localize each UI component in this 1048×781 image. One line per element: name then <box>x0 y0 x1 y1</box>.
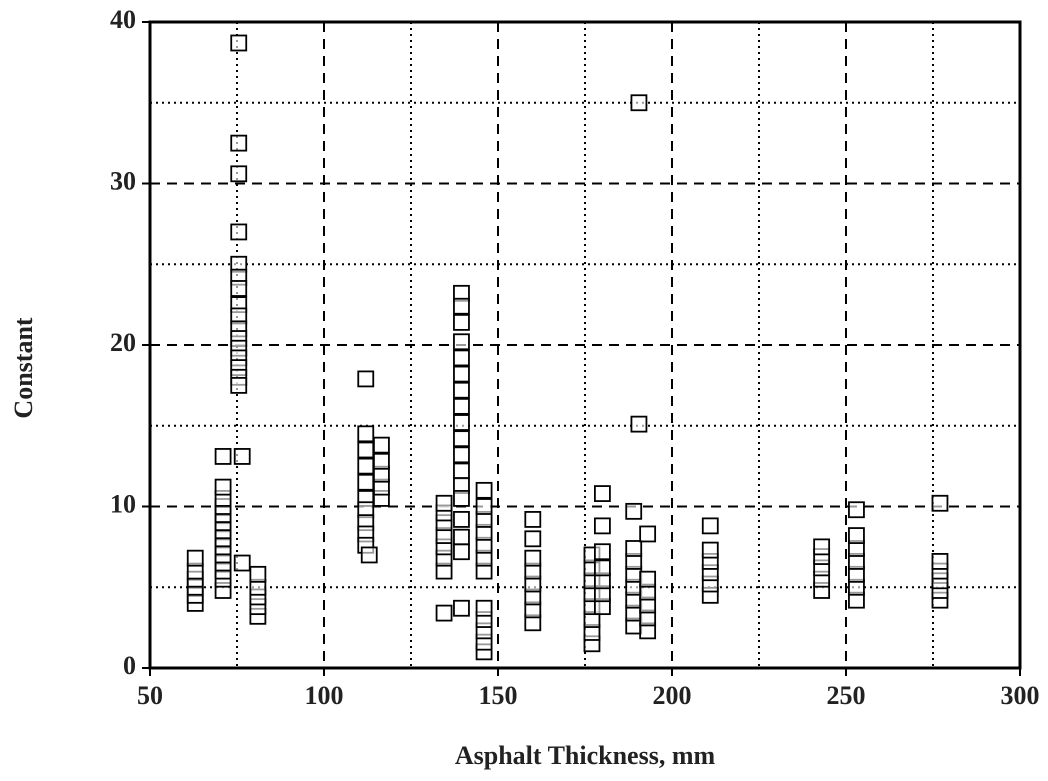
point <box>373 452 390 470</box>
x-tick-label: 150 <box>479 681 518 710</box>
plot-frame <box>148 20 1022 670</box>
point <box>453 333 470 351</box>
point <box>230 165 248 183</box>
point <box>524 511 542 528</box>
point <box>931 553 949 570</box>
point <box>931 494 949 512</box>
point <box>701 541 719 559</box>
point <box>453 446 470 464</box>
x-tick-label: 50 <box>137 681 163 710</box>
point <box>453 414 470 431</box>
point <box>230 134 248 152</box>
point <box>214 478 232 496</box>
y-tick-label: 30 <box>110 166 136 195</box>
point <box>453 462 470 480</box>
point <box>453 365 470 383</box>
point <box>357 370 375 388</box>
point <box>453 381 470 399</box>
point <box>594 559 611 577</box>
point <box>373 436 390 454</box>
point <box>848 527 865 544</box>
x-tick-label: 250 <box>827 681 866 710</box>
point <box>453 313 470 331</box>
point <box>233 448 251 465</box>
point <box>630 415 648 433</box>
y-tick-label: 10 <box>110 489 136 518</box>
point <box>453 528 470 546</box>
x-tick-label: 100 <box>305 681 344 710</box>
point <box>453 490 470 507</box>
point <box>594 485 611 502</box>
point <box>357 441 375 459</box>
point <box>435 494 453 512</box>
point <box>453 430 470 448</box>
point <box>475 498 493 515</box>
point <box>453 297 470 315</box>
point <box>453 599 470 617</box>
point <box>214 448 232 465</box>
point <box>594 517 611 535</box>
point <box>230 280 248 297</box>
point <box>233 554 251 572</box>
point <box>357 457 375 475</box>
x-tick-label: 300 <box>1001 681 1040 710</box>
point <box>357 473 375 491</box>
point <box>639 525 657 543</box>
point <box>524 530 542 548</box>
point <box>848 501 865 519</box>
point <box>435 604 453 622</box>
point <box>813 538 831 556</box>
point <box>230 34 248 52</box>
y-tick-label: 40 <box>110 5 136 34</box>
y-axis-label: Constant <box>9 317 38 418</box>
point <box>357 425 375 443</box>
point <box>639 570 657 588</box>
x-axis-label: Asphalt Thickness, mm <box>455 741 716 770</box>
point <box>230 376 248 394</box>
point <box>249 565 267 583</box>
point <box>360 546 378 564</box>
point <box>630 94 648 112</box>
point <box>625 502 643 520</box>
point <box>524 549 542 567</box>
point <box>453 511 470 528</box>
point <box>230 223 248 241</box>
point <box>453 543 470 561</box>
point <box>453 349 470 367</box>
point <box>594 543 611 561</box>
point <box>475 481 493 499</box>
point <box>186 549 204 567</box>
point <box>475 599 493 617</box>
point <box>453 397 470 415</box>
y-tick-label: 20 <box>110 328 136 357</box>
point <box>625 540 643 557</box>
y-tick-label: 0 <box>123 651 136 680</box>
point <box>701 517 719 535</box>
x-tick-label: 200 <box>653 681 692 710</box>
